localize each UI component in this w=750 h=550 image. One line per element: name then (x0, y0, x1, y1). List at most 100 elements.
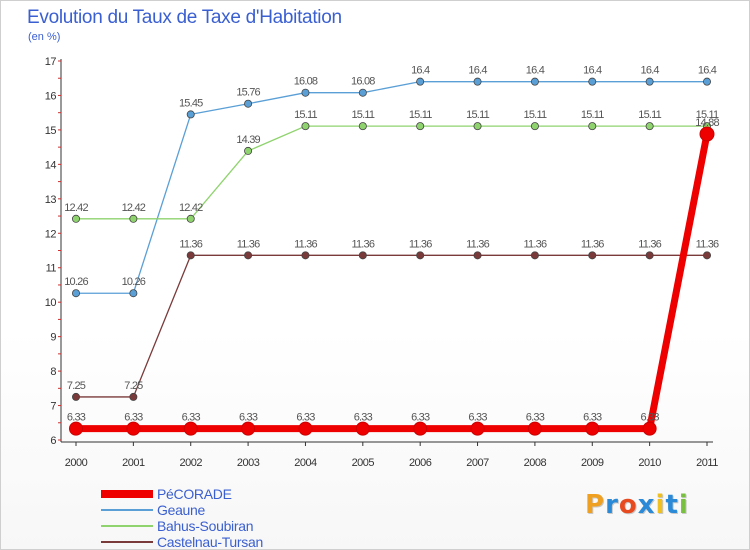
data-label: 12.42 (179, 202, 203, 214)
data-label: 15.11 (351, 109, 374, 121)
legend-label: Bahus-Soubiran (157, 518, 254, 534)
legend-swatch (101, 509, 153, 511)
data-point (703, 77, 712, 86)
data-label: 15.76 (236, 87, 260, 99)
data-label: 12.42 (122, 202, 146, 214)
data-label: 10.26 (64, 276, 88, 288)
y-tick-label: 14 (45, 159, 57, 171)
legend-label: PéCORADE (157, 486, 232, 502)
data-label: 15.11 (524, 109, 547, 121)
data-point (588, 251, 597, 260)
data-label: 11.36 (237, 238, 260, 250)
data-point (241, 421, 256, 436)
data-label: 11.36 (294, 238, 317, 250)
data-point (126, 421, 141, 436)
y-tick-label: 16 (45, 90, 57, 102)
logo-letter: o (618, 490, 638, 520)
x-tick-label: 2004 (294, 457, 317, 469)
data-point (473, 251, 482, 260)
legend-item: PéCORADE (101, 486, 321, 502)
data-point (358, 251, 367, 260)
data-label: 6.33 (411, 412, 430, 424)
data-point (301, 88, 310, 97)
legend-item: Castelnau-Tursan (101, 534, 321, 550)
data-label: 7.25 (67, 380, 86, 392)
y-tick-label: 11 (46, 263, 57, 275)
data-label: 11.36 (179, 238, 202, 250)
data-label: 11.36 (409, 238, 432, 250)
data-point (358, 88, 367, 97)
data-point (72, 214, 81, 223)
data-point (244, 251, 253, 260)
data-point (642, 421, 657, 436)
data-point (355, 421, 370, 436)
data-point (416, 122, 425, 131)
data-label: 16.08 (294, 76, 318, 88)
data-point (413, 421, 428, 436)
x-tick-label: 2005 (352, 457, 375, 469)
data-label: 11.36 (524, 238, 547, 250)
data-label: 11.36 (581, 238, 604, 250)
series-line-2 (75, 125, 708, 220)
legend-item: Bahus-Soubiran (101, 518, 321, 534)
data-label: 16.08 (351, 76, 375, 88)
legend-swatch (101, 541, 153, 543)
data-point (301, 122, 310, 131)
data-label: 16.4 (526, 65, 545, 77)
y-tick-label: 7 (50, 401, 56, 413)
logo-letter: t (665, 490, 679, 520)
data-point (72, 392, 81, 401)
data-point (72, 289, 81, 298)
data-label: 6.33 (239, 412, 258, 424)
y-tick-label: 12 (45, 228, 57, 240)
data-point (298, 421, 313, 436)
data-point (358, 122, 367, 131)
data-point (129, 289, 138, 298)
y-tick-label: 15 (45, 125, 57, 137)
y-tick-label: 17 (45, 56, 57, 68)
data-label: 10.26 (122, 276, 146, 288)
legend-swatch (101, 525, 153, 527)
data-point (703, 251, 712, 260)
x-tick-label: 2002 (179, 457, 202, 469)
x-tick-label: 2000 (65, 457, 88, 469)
data-label: 14.88 (695, 117, 719, 129)
data-point (186, 110, 195, 119)
series-line-0 (72, 130, 711, 433)
y-tick-label: 9 (50, 332, 56, 344)
x-tick-label: 2006 (409, 457, 432, 469)
data-point (699, 126, 715, 142)
proxiti-logo: Proxiti (585, 490, 689, 520)
data-point (645, 122, 654, 131)
series-line-3 (75, 254, 708, 398)
data-point (645, 251, 654, 260)
x-tick-label: 2009 (581, 457, 604, 469)
data-point (244, 99, 253, 108)
y-tick-label: 8 (50, 366, 56, 378)
x-tick-label: 2003 (237, 457, 260, 469)
data-point (416, 251, 425, 260)
data-point (244, 146, 253, 155)
y-tick-label: 6 (50, 435, 56, 447)
series-line-1 (75, 81, 708, 294)
data-point (129, 392, 138, 401)
chart-subtitle: (en %) (28, 31, 61, 43)
data-label: 15.11 (638, 109, 661, 121)
x-tick-label: 2010 (638, 457, 661, 469)
data-point (416, 77, 425, 86)
data-point (530, 77, 539, 86)
data-label: 6.33 (182, 412, 201, 424)
y-tick-label: 10 (45, 297, 57, 309)
data-label: 15.11 (409, 109, 432, 121)
data-label: 16.4 (583, 65, 602, 77)
data-label: 14.39 (236, 134, 260, 146)
data-point (585, 421, 600, 436)
x-tick-label: 2001 (122, 457, 145, 469)
data-point (69, 421, 83, 436)
data-label: 16.4 (411, 65, 430, 77)
data-point (530, 251, 539, 260)
data-label: 6.33 (583, 412, 602, 424)
data-label: 11.36 (351, 238, 374, 250)
